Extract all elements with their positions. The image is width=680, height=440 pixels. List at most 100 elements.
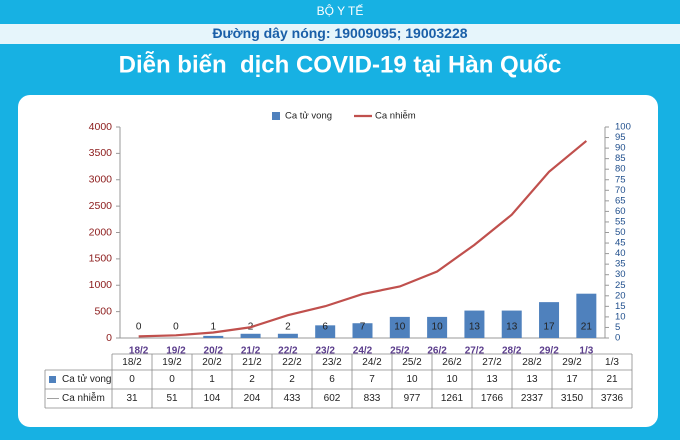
- y2-tick-label: 50: [615, 227, 626, 238]
- x-tick-label: 22/2: [278, 346, 298, 357]
- x-tick-label: 27/2: [465, 346, 485, 357]
- table-cell: 3736: [601, 393, 624, 404]
- table-cell: 10: [406, 374, 418, 385]
- y-tick-label: 2500: [89, 200, 113, 212]
- x-tick-label: 23/2: [315, 346, 335, 357]
- table-cell: 3150: [561, 393, 584, 404]
- table-cell: 17: [566, 374, 578, 385]
- y2-tick-label: 40: [615, 248, 626, 259]
- table-cell: 31: [126, 393, 138, 404]
- data-label: 10: [432, 322, 444, 333]
- y-tick-label: 500: [94, 305, 112, 317]
- table-cell: 2: [289, 374, 295, 385]
- y2-tick-label: 55: [615, 216, 626, 227]
- bar: [539, 302, 560, 338]
- table-header: 18/2: [122, 357, 142, 368]
- y2-tick-label: 65: [615, 195, 626, 206]
- data-label: 13: [506, 322, 518, 333]
- table-row-label: Ca nhiễm: [62, 391, 105, 404]
- table-cell: 13: [526, 374, 538, 385]
- bar: [277, 333, 298, 338]
- bar: [352, 323, 373, 338]
- table-cell: 2337: [521, 393, 544, 404]
- y2-tick-label: 100: [615, 122, 631, 133]
- x-tick-label: 1/3: [579, 346, 593, 357]
- data-label: 0: [136, 322, 142, 333]
- chart-title: Diễn biến dịch COVID-19 tại Hàn Quốc: [119, 50, 562, 78]
- y2-tick-label: 20: [615, 290, 626, 301]
- y-tick-label: 3000: [89, 174, 113, 186]
- table-header: 27/2: [482, 357, 502, 368]
- data-label: 0: [173, 322, 179, 333]
- legend-label: Ca tử vong: [285, 111, 332, 122]
- table-cell: 977: [404, 393, 421, 404]
- x-tick-label: 18/2: [129, 346, 149, 357]
- y2-tick-label: 90: [615, 143, 626, 154]
- y2-tick-label: 60: [615, 206, 626, 217]
- bar: [315, 325, 336, 338]
- table-cell: 1766: [481, 393, 504, 404]
- table-cell: 10: [446, 374, 458, 385]
- data-label: 7: [360, 322, 366, 333]
- data-label: 6: [322, 322, 328, 333]
- data-table: 18/2 19/2 20/2 21/2 22/2 23/2 24/2 25/2 26/2 27/2…: [44, 353, 633, 409]
- y2-tick-label: 15: [615, 301, 626, 312]
- bar: [427, 316, 448, 338]
- y2-tick-label: 85: [615, 153, 626, 164]
- line: [138, 140, 588, 338]
- y-tick-label: 1000: [89, 279, 113, 291]
- legend-label: Ca nhiễm: [375, 111, 416, 122]
- table-header: 25/2: [402, 357, 422, 368]
- x-tick-label: 26/2: [427, 346, 447, 357]
- y2-tick-label: 75: [615, 174, 626, 185]
- bar: [240, 333, 261, 338]
- bar: [464, 310, 485, 338]
- bar: [576, 293, 597, 338]
- table-header: 20/2: [202, 357, 222, 368]
- bar: [501, 310, 522, 338]
- hotline: Đường dây nóng: 19009095; 19003228: [212, 25, 467, 41]
- y2-tick-label: 5: [615, 322, 620, 333]
- y-tick-label: 4000: [89, 121, 113, 133]
- legend-swatch: [272, 112, 280, 120]
- table-header: 29/2: [562, 357, 582, 368]
- bar: [389, 316, 410, 338]
- y2-tick-label: 10: [615, 311, 626, 322]
- data-label: 17: [543, 322, 555, 333]
- data-label: 2: [285, 322, 291, 333]
- table-cell: 0: [169, 374, 175, 385]
- table-key: [49, 376, 56, 383]
- y2-tick-label: 35: [615, 259, 626, 270]
- data-label: 13: [469, 322, 481, 333]
- y-tick-label: 3500: [89, 147, 113, 159]
- table-cell: 833: [364, 393, 381, 404]
- y-tick-label: 2000: [89, 226, 113, 238]
- x-tick-label: 28/2: [502, 346, 522, 357]
- table-cell: 1261: [441, 393, 464, 404]
- x-tick-label: 21/2: [241, 346, 261, 357]
- table-cell: 433: [284, 393, 301, 404]
- table-header: 21/2: [242, 357, 262, 368]
- table-cell: 0: [129, 374, 135, 385]
- x-tick-label: 20/2: [204, 346, 224, 357]
- y2-tick-label: 95: [615, 132, 626, 143]
- table-cell: 1: [209, 374, 215, 385]
- data-label: 21: [581, 322, 593, 333]
- hotline-bar: [0, 24, 680, 44]
- bar: [203, 335, 224, 338]
- x-tick-label: 24/2: [353, 346, 373, 357]
- panel: [18, 95, 658, 427]
- table-cell: 13: [486, 374, 498, 385]
- table-header: 22/2: [282, 357, 302, 368]
- table-cell: 51: [166, 393, 178, 404]
- table-cell: 602: [324, 393, 341, 404]
- x-tick-label: 29/2: [539, 346, 559, 357]
- org-name: BỘ Y TẾ: [317, 3, 364, 18]
- table-header: 28/2: [522, 357, 542, 368]
- data-label: 10: [394, 322, 406, 333]
- table-header: 23/2: [322, 357, 342, 368]
- table-cell: 21: [606, 374, 618, 385]
- table-header: 1/3: [605, 357, 619, 368]
